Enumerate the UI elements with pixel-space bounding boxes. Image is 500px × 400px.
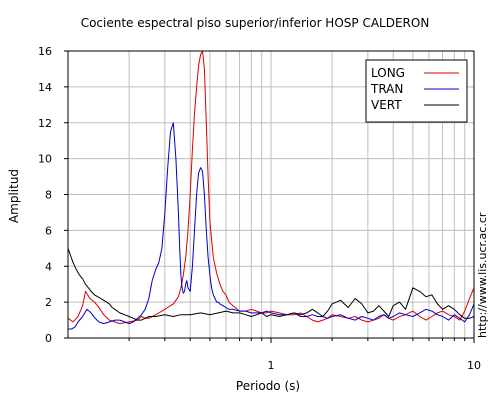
legend-label-vert: VERT <box>371 98 402 112</box>
series-line-tran <box>68 122 475 330</box>
legend-label-tran: TRAN <box>370 82 403 96</box>
y-tick-label: 10 <box>38 153 52 166</box>
x-tick-label: 1 <box>268 359 275 372</box>
chart-title: Cociente espectral piso superior/inferio… <box>81 16 430 30</box>
y-tick-label: 2 <box>45 296 52 309</box>
y-tick-label: 4 <box>45 260 52 273</box>
y-tick-label: 12 <box>38 117 52 130</box>
y-axis-label: Amplitud <box>7 169 21 223</box>
grid <box>68 51 474 338</box>
y-tick-label: 14 <box>38 81 52 94</box>
axis-ticks: 0 2 4 6 8 10 12 14 16 1 10 <box>38 45 481 372</box>
series-lines <box>67 50 475 330</box>
y-tick-label: 0 <box>45 332 52 345</box>
x-axis-label: Periodo (s) <box>236 379 300 393</box>
source-url: http://www.lis.ucr.ac.cr <box>476 212 489 338</box>
legend: LONG TRAN VERT <box>365 59 468 123</box>
y-tick-label: 6 <box>45 224 52 237</box>
x-tick-label: 10 <box>467 359 481 372</box>
y-tick-label: 16 <box>38 45 52 58</box>
legend-label-long: LONG <box>371 66 405 80</box>
series-line-vert <box>67 248 475 321</box>
y-tick-label: 8 <box>45 189 52 202</box>
legend-box <box>365 59 468 123</box>
